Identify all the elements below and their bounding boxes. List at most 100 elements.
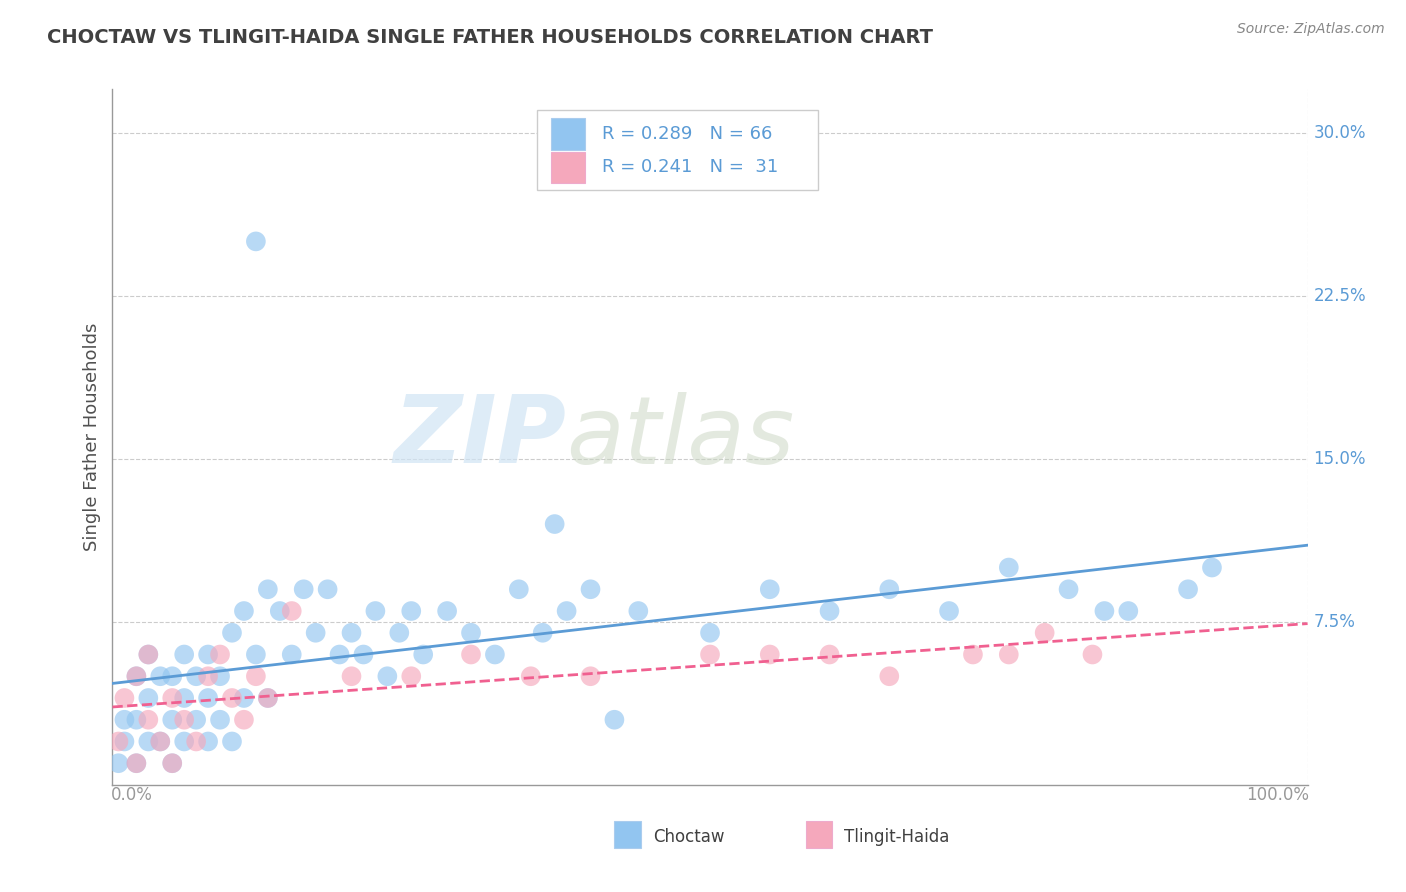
Point: [1033, 625, 1056, 640]
Point: [412, 648, 434, 662]
Text: CHOCTAW VS TLINGIT-HAIDA SINGLE FATHER HOUSEHOLDS CORRELATION CHART: CHOCTAW VS TLINGIT-HAIDA SINGLE FATHER H…: [46, 29, 932, 47]
Point: [579, 582, 602, 597]
Point: [186, 713, 208, 727]
Point: [162, 713, 183, 727]
Point: [245, 235, 267, 249]
Point: [531, 625, 554, 640]
Point: [316, 582, 339, 597]
Point: [460, 625, 482, 640]
Point: [138, 648, 160, 662]
Point: [1177, 582, 1199, 597]
Point: [138, 734, 160, 748]
Point: [292, 582, 315, 597]
Text: 100.0%: 100.0%: [1246, 786, 1309, 804]
Point: [209, 648, 232, 662]
Point: [998, 648, 1021, 662]
Point: [388, 625, 411, 640]
Point: [162, 756, 183, 771]
Point: [555, 604, 578, 618]
Point: [938, 604, 960, 618]
Point: [197, 690, 219, 705]
Point: [257, 690, 280, 705]
Point: [257, 690, 280, 705]
Point: [162, 669, 183, 683]
Bar: [551, 119, 585, 150]
Text: 0.0%: 0.0%: [111, 786, 153, 804]
Point: [114, 713, 135, 727]
Point: [233, 604, 256, 618]
Point: [699, 648, 721, 662]
Point: [818, 604, 841, 618]
Point: [186, 734, 208, 748]
Point: [114, 690, 135, 705]
Point: [281, 648, 304, 662]
Point: [401, 604, 423, 618]
Point: [209, 713, 232, 727]
Point: [879, 669, 901, 683]
Point: [543, 516, 565, 531]
Bar: [806, 822, 832, 847]
Point: [340, 669, 363, 683]
Text: Choctaw: Choctaw: [652, 828, 724, 847]
Point: [162, 756, 183, 771]
Point: [1057, 582, 1080, 597]
Point: [138, 648, 160, 662]
Text: 22.5%: 22.5%: [1313, 286, 1367, 305]
Text: ZIP: ZIP: [394, 391, 567, 483]
Point: [269, 604, 291, 618]
Bar: [614, 822, 641, 847]
Point: [125, 669, 148, 683]
Point: [1094, 604, 1116, 618]
Point: [114, 734, 135, 748]
Point: [138, 690, 160, 705]
Point: [221, 690, 243, 705]
Point: [162, 690, 183, 705]
Point: [197, 669, 219, 683]
Point: [484, 648, 506, 662]
Point: [998, 560, 1021, 574]
Point: [149, 734, 172, 748]
Point: [138, 713, 160, 727]
Point: [1201, 560, 1223, 574]
Point: [436, 604, 458, 618]
Point: [173, 734, 195, 748]
Point: [962, 648, 984, 662]
Point: [245, 669, 267, 683]
Point: [257, 582, 280, 597]
Point: [1081, 648, 1104, 662]
Point: [125, 756, 148, 771]
Point: [364, 604, 387, 618]
FancyBboxPatch shape: [537, 110, 818, 190]
Point: [305, 625, 328, 640]
Point: [1118, 604, 1140, 618]
Point: [233, 713, 256, 727]
Point: [173, 690, 195, 705]
Point: [603, 713, 626, 727]
Point: [699, 625, 721, 640]
Point: [197, 648, 219, 662]
Point: [197, 734, 219, 748]
Point: [377, 669, 399, 683]
Point: [759, 582, 782, 597]
Point: [125, 669, 148, 683]
Point: [579, 669, 602, 683]
Point: [173, 648, 195, 662]
Text: 15.0%: 15.0%: [1313, 450, 1367, 467]
Point: [245, 648, 267, 662]
Text: R = 0.241   N =  31: R = 0.241 N = 31: [603, 159, 779, 177]
Point: [149, 734, 172, 748]
Point: [209, 669, 232, 683]
Point: [520, 669, 543, 683]
Point: [508, 582, 530, 597]
Text: 30.0%: 30.0%: [1313, 124, 1367, 142]
Point: [460, 648, 482, 662]
Point: [401, 669, 423, 683]
Point: [107, 756, 129, 771]
Point: [149, 669, 172, 683]
Point: [879, 582, 901, 597]
Point: [759, 648, 782, 662]
Point: [221, 734, 243, 748]
Text: Tlingit-Haida: Tlingit-Haida: [844, 828, 949, 847]
Point: [233, 690, 256, 705]
Point: [173, 713, 195, 727]
